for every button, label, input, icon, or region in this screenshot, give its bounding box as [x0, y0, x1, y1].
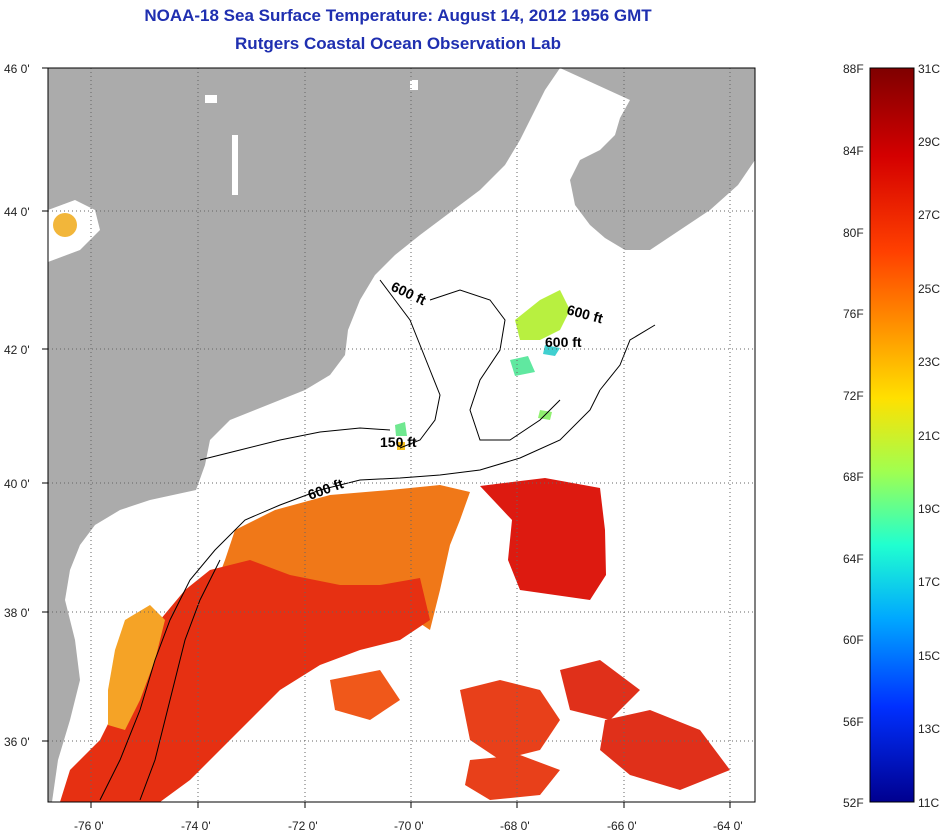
colorbar-f-label: 56F: [843, 715, 864, 729]
colorbar-f-label: 68F: [843, 470, 864, 484]
sst-gulf-of-maine: [510, 356, 535, 376]
sst-nantucket-shoals: [397, 442, 405, 450]
lon-label: -66 0': [607, 819, 637, 833]
inland-lake: [205, 95, 217, 103]
sst-nantucket-shoals: [395, 422, 407, 436]
delaware-bay: [108, 560, 130, 592]
colorbar-c-label: 17C: [918, 575, 941, 589]
colorbar-f-label: 72F: [843, 389, 864, 403]
lon-label: -68 0': [500, 819, 530, 833]
chesapeake-bay: [74, 600, 104, 770]
sst-gulf-of-maine: [515, 290, 570, 340]
sst-south-patch: [600, 710, 730, 790]
sst-warm-eddy: [480, 478, 606, 600]
colorbar-c-label: 27C: [918, 208, 941, 222]
colorbar-f-label: 80F: [843, 226, 864, 240]
sst-shelf-water: [108, 605, 165, 730]
frame-ticks: [42, 67, 731, 808]
colorbar-f-label: 64F: [843, 552, 864, 566]
colorbar-f-label: 84F: [843, 144, 864, 158]
map-subtitle: Rutgers Coastal Ocean Observation Lab: [235, 34, 561, 53]
lat-label: 40 0': [4, 477, 30, 491]
lat-label: 46 0': [4, 62, 30, 76]
land-cape-breton: [700, 98, 755, 150]
colorbar-c-label: 31C: [918, 62, 941, 76]
colorbar: [869, 67, 915, 803]
colorbar-f-label: 76F: [843, 307, 864, 321]
colorbar-c-label: 25C: [918, 282, 941, 296]
lon-label: -72 0': [288, 819, 318, 833]
lat-label: 36 0': [4, 735, 30, 749]
lon-label: -76 0': [74, 819, 104, 833]
lake-champlain: [232, 135, 238, 195]
sst-south-patch: [465, 755, 560, 800]
sst-south-patch: [560, 660, 640, 720]
colorbar-f-label: 60F: [843, 633, 864, 647]
colorbar-f-label: 52F: [843, 796, 864, 810]
colorbar-f-label: 88F: [843, 62, 864, 76]
colorbar-c-label: 13C: [918, 722, 941, 736]
colorbar-c-label: 21C: [918, 429, 941, 443]
sst-south-patch: [330, 670, 400, 720]
lon-label: -64 0': [713, 819, 743, 833]
map-title: NOAA-18 Sea Surface Temperature: August …: [144, 6, 652, 25]
depth-label: 600 ft: [545, 334, 582, 350]
bathymetry-contours: [99, 279, 656, 801]
lat-label: 42 0': [4, 343, 30, 357]
depth-label: 150 ft: [380, 434, 417, 450]
map-frame: [47, 67, 756, 803]
colorbar-c-label: 29C: [918, 135, 941, 149]
land-mainland: [48, 68, 560, 802]
sst-gulf-of-maine: [543, 345, 560, 356]
lon-label: -70 0': [394, 819, 424, 833]
sst-south-patch: [460, 680, 560, 760]
inland-lake: [410, 80, 418, 90]
lat-label: 38 0': [4, 606, 30, 620]
lon-label: -74 0': [181, 819, 211, 833]
lat-label: 44 0': [4, 205, 30, 219]
colorbar-c-label: 15C: [918, 649, 941, 663]
colorbar-c-label: 19C: [918, 502, 941, 516]
sst-lake-ontario: [53, 213, 77, 237]
colorbar-c-label: 11C: [918, 796, 940, 810]
colorbar-c-label: 23C: [918, 355, 941, 369]
